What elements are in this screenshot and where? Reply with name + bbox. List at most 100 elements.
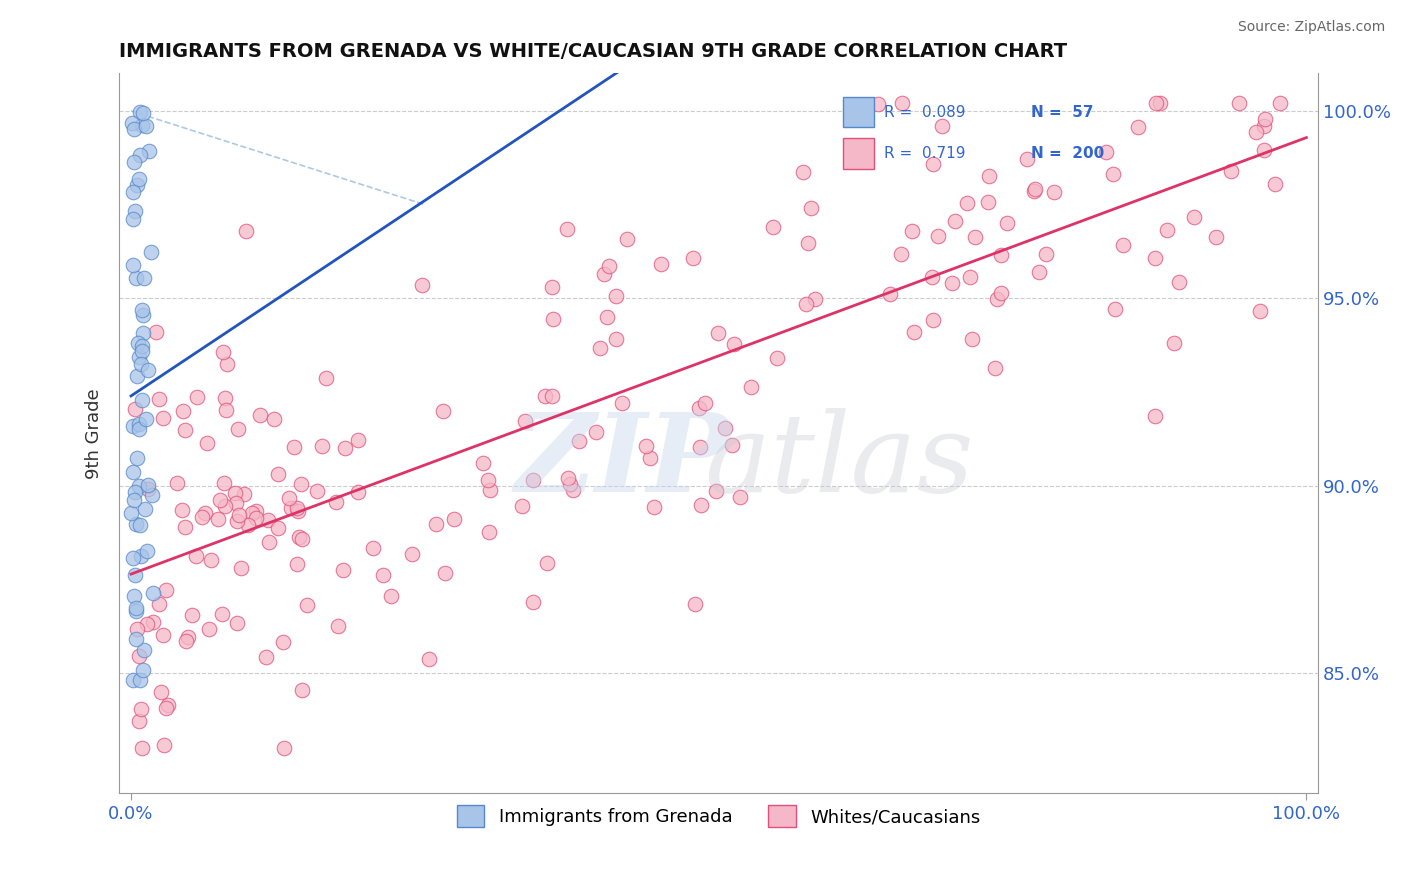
Point	[605, 289, 627, 303]
Point	[534, 389, 557, 403]
Point	[212, 476, 235, 491]
Point	[347, 485, 370, 500]
Point	[990, 285, 1012, 300]
Point	[1144, 409, 1167, 424]
Point	[900, 224, 922, 238]
Point	[558, 477, 581, 491]
Point	[214, 499, 236, 513]
Point	[794, 296, 817, 310]
Point	[155, 583, 177, 598]
Y-axis label: 9th Grade: 9th Grade	[86, 388, 103, 479]
Point	[1024, 182, 1046, 196]
Point	[689, 441, 711, 455]
Point	[803, 292, 825, 306]
Point	[172, 404, 194, 418]
Point	[131, 338, 153, 352]
Point	[728, 490, 751, 504]
Point	[132, 326, 155, 340]
Point	[762, 219, 785, 234]
Point	[245, 503, 267, 517]
Point	[129, 148, 152, 162]
Point	[124, 204, 146, 219]
Point	[273, 741, 295, 756]
Point	[215, 403, 238, 417]
Point	[174, 633, 197, 648]
Point	[643, 500, 665, 514]
Point	[121, 116, 143, 130]
Point	[233, 487, 256, 501]
Point	[1253, 119, 1275, 133]
Point	[797, 236, 820, 251]
Point	[766, 351, 789, 365]
Point	[197, 622, 219, 636]
Point	[128, 350, 150, 364]
Point	[152, 628, 174, 642]
Point	[173, 520, 195, 534]
Point	[927, 229, 949, 244]
Point	[173, 424, 195, 438]
Point	[132, 106, 155, 120]
Point	[208, 493, 231, 508]
Point	[277, 491, 299, 505]
Point	[541, 280, 564, 294]
Point	[283, 440, 305, 454]
Text: ZIP: ZIP	[515, 409, 731, 516]
Point	[346, 433, 368, 447]
Point	[135, 119, 157, 133]
Point	[128, 479, 150, 493]
Point	[1227, 96, 1250, 111]
Point	[225, 514, 247, 528]
Point	[921, 269, 943, 284]
Point	[931, 120, 953, 134]
Point	[214, 391, 236, 405]
Point	[291, 682, 314, 697]
Text: IMMIGRANTS FROM GRENADA VS WHITE/CAUCASIAN 9TH GRADE CORRELATION CHART: IMMIGRANTS FROM GRENADA VS WHITE/CAUCASI…	[120, 42, 1067, 61]
Point	[125, 517, 148, 532]
Point	[640, 451, 662, 466]
Point	[903, 326, 925, 340]
Point	[121, 258, 143, 272]
Point	[217, 357, 239, 371]
Point	[890, 96, 912, 111]
Point	[267, 521, 290, 535]
Point	[280, 500, 302, 515]
Point	[1205, 230, 1227, 244]
Point	[128, 417, 150, 432]
Point	[332, 563, 354, 577]
Point	[477, 473, 499, 487]
Point	[152, 738, 174, 752]
Point	[285, 500, 308, 515]
Point	[125, 271, 148, 285]
Point	[1220, 163, 1243, 178]
Point	[995, 216, 1018, 230]
Point	[124, 567, 146, 582]
Point	[721, 438, 744, 452]
Point	[236, 517, 259, 532]
Point	[127, 451, 149, 466]
Point	[121, 211, 143, 226]
Point	[1015, 152, 1038, 166]
Point	[128, 518, 150, 533]
Point	[166, 476, 188, 491]
Point	[141, 488, 163, 502]
Point	[138, 145, 160, 159]
Point	[131, 308, 153, 322]
Point	[224, 485, 246, 500]
Point	[134, 501, 156, 516]
Point	[131, 118, 153, 132]
Point	[598, 259, 620, 273]
Point	[1156, 223, 1178, 237]
Point	[1043, 185, 1066, 199]
Point	[311, 439, 333, 453]
Point	[122, 155, 145, 169]
Point	[225, 495, 247, 509]
Point	[478, 524, 501, 539]
Point	[211, 607, 233, 622]
Point	[1244, 124, 1267, 138]
Point	[959, 270, 981, 285]
Point	[125, 369, 148, 384]
Point	[960, 332, 983, 346]
Point	[418, 652, 440, 666]
Point	[229, 561, 252, 575]
Point	[226, 616, 249, 631]
